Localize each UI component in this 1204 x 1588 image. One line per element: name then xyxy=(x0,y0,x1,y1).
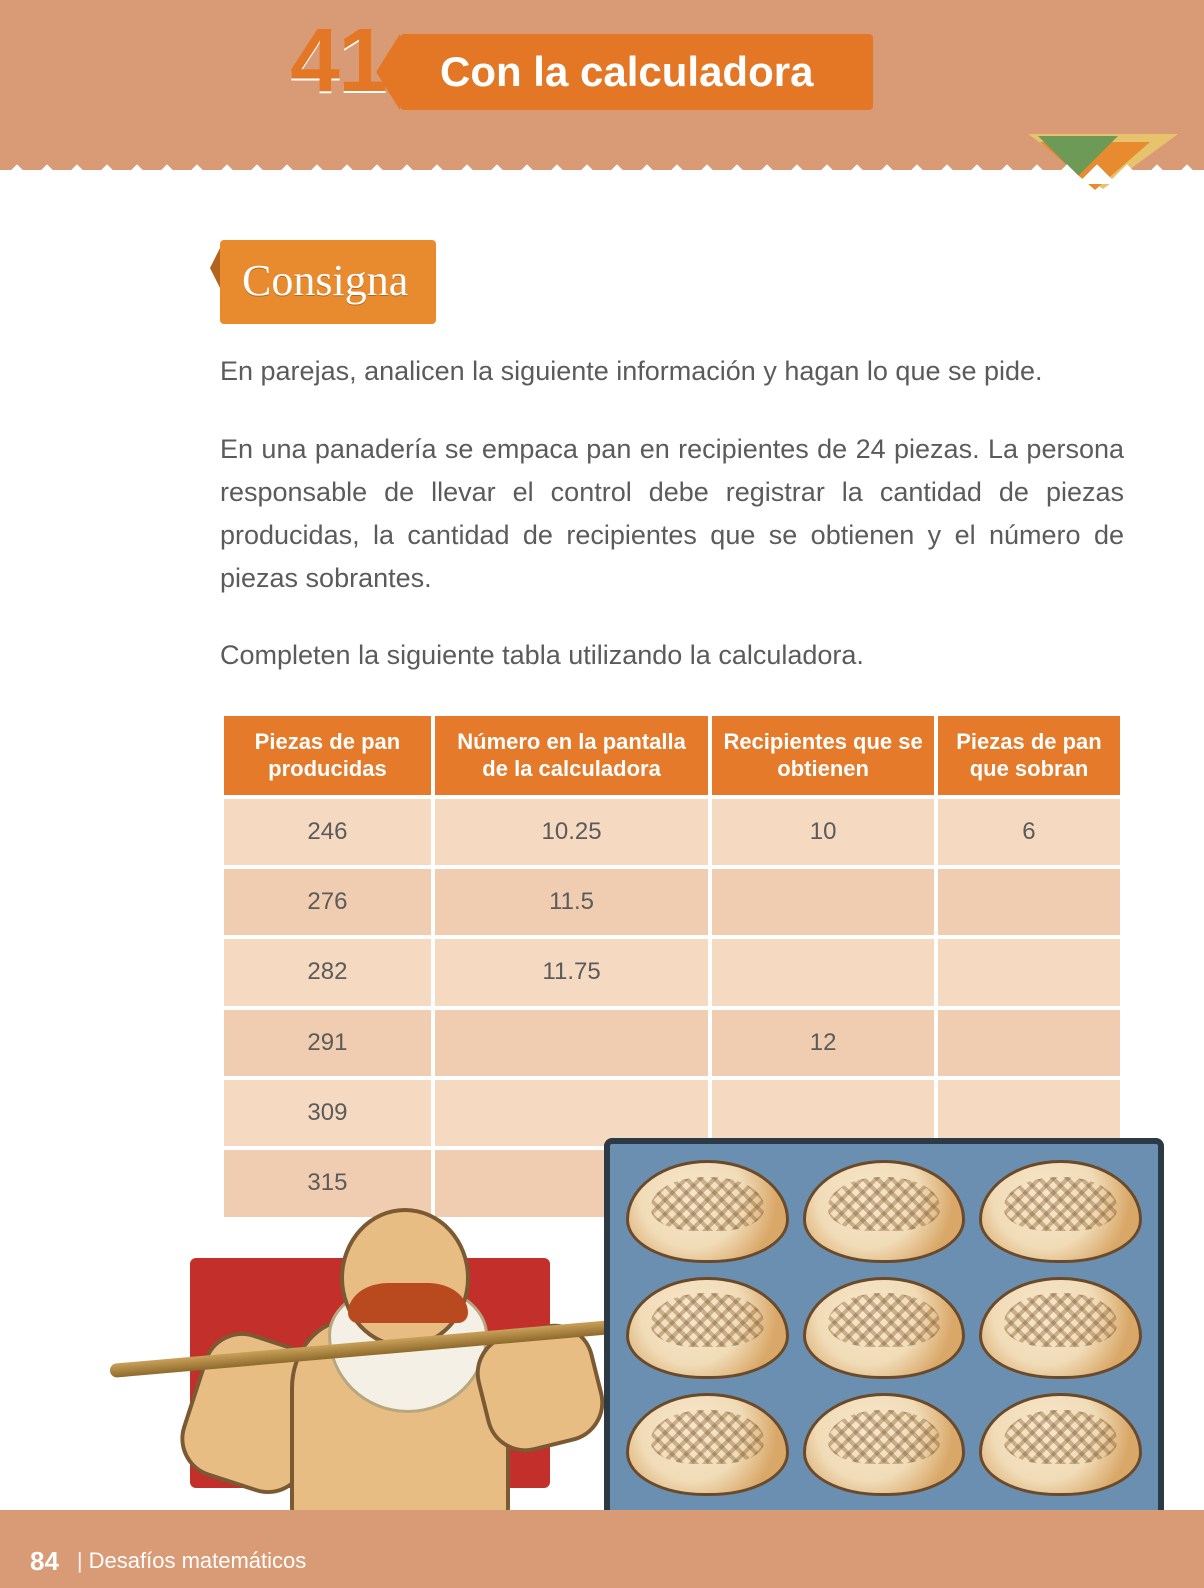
lesson-number: 41 xyxy=(290,10,386,113)
bread-icon xyxy=(803,1160,966,1263)
zigzag-divider-icon xyxy=(0,156,1204,184)
illustration xyxy=(10,1108,1194,1528)
footer-separator: | xyxy=(77,1548,83,1574)
cell xyxy=(435,1010,708,1076)
paragraph-instruction: Completen la siguiente tabla utilizando … xyxy=(220,634,1124,677)
cell: 12 xyxy=(712,1010,934,1076)
bread-icon xyxy=(626,1393,789,1496)
cell: 276 xyxy=(224,869,431,935)
col-header-containers: Recipientes que se obtienen xyxy=(712,716,934,795)
bread-icon xyxy=(979,1160,1142,1263)
cell: 10.25 xyxy=(435,799,708,865)
cell xyxy=(938,939,1120,1005)
cell xyxy=(938,869,1120,935)
cell xyxy=(712,939,934,1005)
cell xyxy=(938,1010,1120,1076)
bread-icon xyxy=(803,1393,966,1496)
table-header-row: Piezas de pan producidas Número en la pa… xyxy=(224,716,1120,795)
col-header-leftover: Piezas de pan que sobran xyxy=(938,716,1120,795)
cell xyxy=(712,869,934,935)
table-row: 291 12 xyxy=(224,1010,1120,1076)
table-row: 282 11.75 xyxy=(224,939,1120,1005)
cell: 6 xyxy=(938,799,1120,865)
col-header-produced: Piezas de pan producidas xyxy=(224,716,431,795)
col-header-calculator: Número en la pantalla de la calculadora xyxy=(435,716,708,795)
cell: 246 xyxy=(224,799,431,865)
cell: 10 xyxy=(712,799,934,865)
bread-icon xyxy=(803,1277,966,1380)
book-title: Desafíos matemáticos xyxy=(89,1548,307,1574)
page-content: Consigna En parejas, analicen la siguien… xyxy=(0,170,1204,1221)
bread-tray-icon xyxy=(604,1138,1164,1518)
baker-icon xyxy=(70,1128,630,1528)
paragraph-context: En una panadería se empaca pan en recipi… xyxy=(220,428,1124,601)
footer-zigzag-icon xyxy=(0,1510,1204,1534)
lesson-title: Con la calculadora xyxy=(400,34,873,110)
page-footer: 84 | Desafíos matemáticos xyxy=(0,1534,1204,1588)
cell: 291 xyxy=(224,1010,431,1076)
bread-icon xyxy=(626,1160,789,1263)
table-row: 246 10.25 10 6 xyxy=(224,799,1120,865)
header-band: 41 Con la calculadora xyxy=(0,0,1204,170)
cell: 11.5 xyxy=(435,869,708,935)
paragraph-intro: En parejas, analicen la siguiente inform… xyxy=(220,350,1124,393)
cell: 11.75 xyxy=(435,939,708,1005)
cell: 282 xyxy=(224,939,431,1005)
bread-icon xyxy=(979,1277,1142,1380)
bread-icon xyxy=(626,1277,789,1380)
table-row: 276 11.5 xyxy=(224,869,1120,935)
consigna-label: Consigna xyxy=(220,240,436,324)
bread-icon xyxy=(979,1393,1142,1496)
page-number: 84 xyxy=(30,1546,59,1577)
